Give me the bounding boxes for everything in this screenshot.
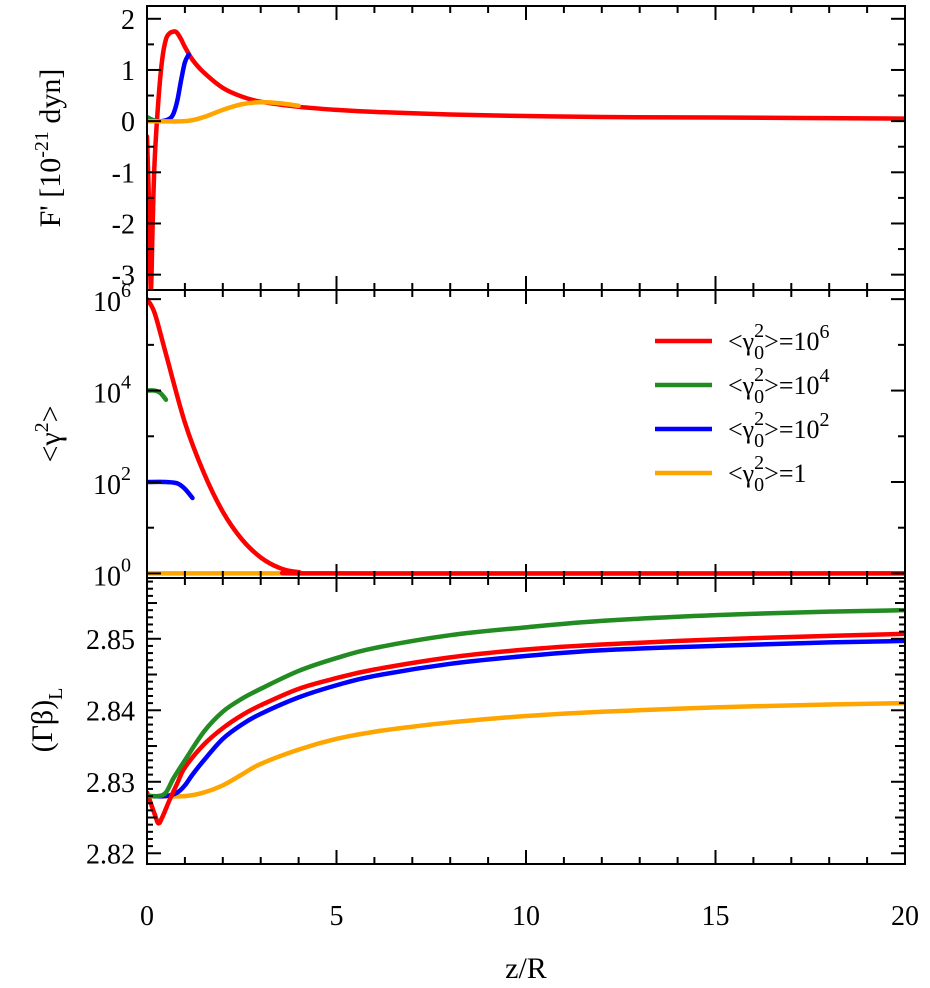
- y-tick-label-force-0: 0: [121, 107, 135, 138]
- panel-force: -3 -2 -1 0 1 2 F' [10-21 dyn]: [31, 5, 906, 292]
- x-tick-label-15: 15: [702, 901, 730, 932]
- gamma-beta-label-main: (Γβ): [26, 700, 59, 753]
- y-tick-label-gamma-1e0: 100: [93, 554, 131, 592]
- ticks-middle: 100 102 104 106: [93, 280, 906, 592]
- line-force-orange: [147, 99, 301, 124]
- gamma-label-exp: 2: [31, 422, 53, 432]
- legend-label-green: <γ2 0>=104: [728, 364, 829, 408]
- gamma-label-end: >: [34, 405, 67, 422]
- legend-entry-orange: <γ2 0>=1: [655, 452, 806, 496]
- svg-text:(Γβ)L: (Γβ)L: [26, 688, 67, 753]
- force-label-unit: dyn]: [34, 69, 67, 132]
- series-lines-top: [147, 29, 905, 290]
- x-tick-label-0: 0: [140, 901, 154, 932]
- legend-label-blue: <γ2 0>=102: [728, 408, 829, 452]
- y-tick-label-gamma-1e4: 104: [93, 372, 131, 410]
- legend: <γ2 0>=106<γ2 0>=104<γ2 0>=102<γ2 0>=1: [655, 320, 829, 496]
- series-lines-bottom: [147, 607, 905, 826]
- ticks-top: -3 -2 -1 0 1 2: [112, 5, 906, 292]
- force-label-main: F' [10: [34, 158, 67, 228]
- y-tick-label-force-1: 1: [121, 56, 135, 87]
- y-tick-label-force-2: 2: [121, 5, 135, 36]
- gamma-beta-label-sub: L: [45, 688, 67, 700]
- line-gamma-blue: [147, 479, 195, 501]
- y-axis-label-force: F' [10-21 dyn]: [31, 69, 67, 228]
- x-tick-labels: 0 5 10 15 20: [140, 901, 919, 932]
- panel-gamma-beta: 2.82 2.83 2.84 2.85 (Γβ)L: [26, 577, 906, 870]
- line-gamma-red: [147, 296, 905, 576]
- x-tick-label-10: 10: [512, 901, 540, 932]
- plot-frame-bottom: [146, 577, 906, 865]
- legend-entry-blue: <γ2 0>=102: [655, 408, 829, 452]
- y-tick-label-force--2: -2: [112, 209, 135, 240]
- line-gamma-beta-orange: [147, 700, 905, 799]
- line-force-blue: [147, 52, 191, 124]
- y-axis-label-gamma-beta: (Γβ)L: [26, 688, 67, 753]
- y-tick-label-gamma-1e6: 106: [93, 280, 131, 318]
- y-tick-label-gamma-beta-2.85: 2.85: [86, 625, 135, 656]
- legend-entry-green: <γ2 0>=104: [655, 364, 829, 408]
- ticks-bottom: 2.82 2.83 2.84 2.85: [86, 578, 906, 870]
- line-gamma-beta-blue: [147, 638, 905, 799]
- y-tick-label-force--1: -1: [112, 158, 135, 189]
- line-gamma-green: [147, 388, 169, 402]
- x-tick-label-20: 20: [891, 901, 919, 932]
- y-tick-label-force--3: -3: [112, 261, 135, 292]
- line-gamma-beta-red: [147, 631, 905, 826]
- gamma-label-main: <γ: [34, 432, 67, 462]
- y-tick-label-gamma-beta-2.82: 2.82: [86, 839, 135, 870]
- x-tick-label-5: 5: [330, 901, 344, 932]
- svg-text:<γ2>: <γ2>: [31, 405, 67, 462]
- y-tick-label-gamma-1e2: 102: [93, 463, 131, 501]
- plot-frame-top: [146, 5, 906, 291]
- y-tick-label-gamma-beta-2.83: 2.83: [86, 768, 135, 799]
- x-axis-label: z/R: [505, 952, 547, 985]
- line-force-red: [147, 29, 905, 290]
- y-tick-label-gamma-beta-2.84: 2.84: [86, 696, 135, 727]
- force-label-exp: -21: [31, 131, 53, 158]
- legend-entry-red: <γ2 0>=106: [655, 320, 829, 364]
- line-gamma-beta-green: [147, 607, 905, 799]
- svg-text:F' [10-21 dyn]: F' [10-21 dyn]: [31, 69, 67, 228]
- legend-label-red: <γ2 0>=106: [728, 320, 829, 364]
- y-axis-label-gamma: <γ2>: [31, 405, 67, 462]
- legend-label-orange: <γ2 0>=1: [728, 452, 806, 496]
